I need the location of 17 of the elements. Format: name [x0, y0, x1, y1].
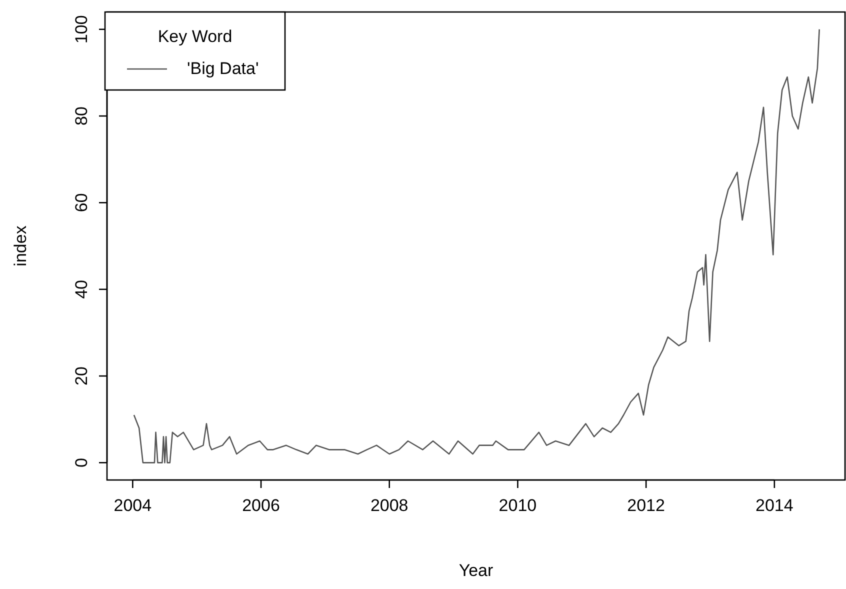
x-tick-label: 2014 [755, 496, 794, 515]
y-tick-label: 20 [72, 366, 91, 386]
y-tick-label: 40 [72, 280, 91, 299]
y-tick-label: 100 [72, 15, 91, 44]
x-tick-label: 2004 [114, 496, 152, 515]
x-tick-label: 2012 [627, 496, 665, 515]
y-tick-label: 80 [72, 106, 91, 126]
legend-title: Key Word [158, 27, 232, 46]
legend-label: 'Big Data' [187, 59, 259, 78]
x-axis-title: Year [458, 561, 494, 580]
y-tick-label: 60 [72, 193, 91, 212]
line-series [133, 28, 820, 464]
y-tick-label: 0 [72, 458, 91, 468]
x-tick-label: 2006 [242, 496, 280, 515]
x-tick-label: 2010 [498, 496, 537, 515]
x-tick-label: 2008 [370, 496, 408, 515]
y-axis-title: index [11, 225, 30, 266]
